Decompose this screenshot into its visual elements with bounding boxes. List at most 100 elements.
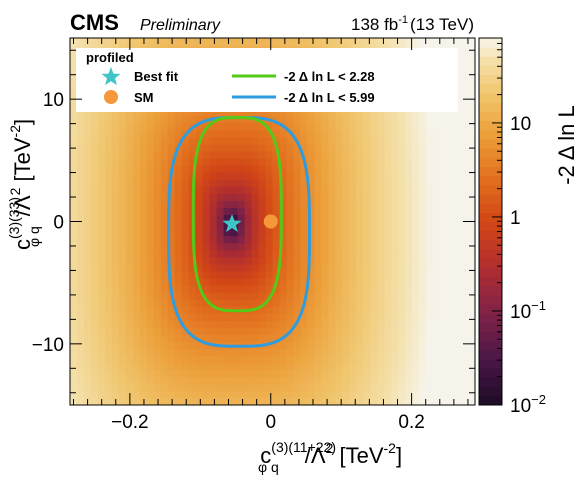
- heatmap-cell: [419, 200, 427, 208]
- heatmap-cell: [97, 299, 106, 307]
- heatmap-cell: [125, 383, 134, 392]
- heatmap-cell: [321, 299, 329, 307]
- heatmap-cell: [125, 348, 134, 357]
- heatmap-cell: [83, 179, 92, 187]
- heatmap-cell: [426, 143, 434, 152]
- heatmap-cell: [251, 327, 260, 336]
- heatmap-cell: [328, 270, 336, 279]
- heatmap-cell: [223, 136, 232, 145]
- heatmap-cell: [125, 299, 134, 307]
- heatmap-cell: [216, 348, 225, 357]
- heatmap-cell: [447, 277, 455, 286]
- heatmap-cell: [139, 193, 148, 201]
- heatmap-cell: [76, 179, 85, 187]
- heatmap-cell: [202, 397, 211, 405]
- heatmap-cell: [461, 242, 469, 251]
- heatmap-cell: [433, 277, 441, 286]
- heatmap-cell: [83, 306, 92, 314]
- heatmap-cell: [286, 341, 295, 350]
- heatmap-cell: [104, 122, 113, 131]
- heatmap-cell: [237, 157, 246, 166]
- colorbar-segment: [479, 157, 502, 167]
- heatmap-cell: [370, 277, 378, 286]
- heatmap-cell: [349, 256, 357, 265]
- heatmap-cell: [258, 362, 267, 371]
- heatmap-cell: [139, 228, 148, 237]
- heatmap-cell: [83, 277, 92, 286]
- heatmap-cell: [167, 355, 176, 364]
- heatmap-cell: [286, 235, 295, 244]
- heatmap-cell: [118, 228, 127, 237]
- heatmap-cell: [181, 376, 190, 385]
- heatmap-cell: [76, 334, 85, 343]
- heatmap-cell: [70, 292, 78, 300]
- heatmap-cell: [125, 327, 134, 336]
- heatmap-cell: [328, 143, 336, 152]
- heatmap-cell: [118, 122, 127, 131]
- heatmap-cell: [272, 200, 281, 208]
- heatmap-cell: [223, 348, 232, 357]
- heatmap-cell: [132, 165, 141, 173]
- heatmap-cell: [370, 108, 378, 117]
- heatmap-cell: [433, 327, 441, 336]
- heatmap-cell: [321, 228, 329, 237]
- heatmap-cell: [153, 292, 162, 300]
- heatmap-cell: [286, 214, 295, 223]
- heatmap-cell: [342, 383, 350, 392]
- heatmap-cell: [153, 327, 162, 336]
- heatmap-cell: [153, 249, 162, 258]
- heatmap-cell: [454, 207, 462, 216]
- heatmap-cell: [272, 369, 281, 378]
- heatmap-cell: [125, 157, 134, 166]
- heatmap-cell: [461, 397, 469, 405]
- heatmap-cell: [139, 390, 148, 399]
- heatmap-cell: [118, 285, 127, 293]
- heatmap-cell: [293, 376, 302, 385]
- heatmap-cell: [398, 249, 406, 258]
- heatmap-cell: [251, 362, 260, 371]
- heatmap-cell: [272, 376, 281, 385]
- heatmap-cell: [181, 306, 190, 314]
- heatmap-cell: [251, 38, 260, 46]
- heatmap-cell: [118, 38, 127, 46]
- heatmap-cell: [321, 313, 329, 321]
- heatmap-cell: [230, 383, 239, 392]
- heatmap-cell: [209, 228, 218, 237]
- heatmap-cell: [454, 172, 462, 180]
- heatmap-cell: [223, 108, 232, 117]
- heatmap-cell: [426, 249, 434, 258]
- heatmap-cell: [405, 341, 413, 350]
- heatmap-cell: [181, 221, 190, 230]
- heatmap-cell: [307, 38, 315, 46]
- heatmap-cell: [461, 136, 469, 145]
- heatmap-cell: [174, 362, 183, 371]
- heatmap-cell: [314, 165, 322, 173]
- heatmap-cell: [272, 397, 281, 405]
- heatmap-cell: [230, 200, 239, 208]
- heatmap-cell: [209, 292, 218, 300]
- heatmap-cell: [363, 299, 371, 307]
- heatmap-cell: [440, 235, 448, 244]
- heatmap-cell: [279, 320, 288, 328]
- colorbar-segment: [479, 203, 502, 213]
- heatmap-cell: [167, 228, 176, 237]
- heatmap-cell: [258, 299, 267, 307]
- heatmap-cell: [377, 376, 385, 385]
- colorbar-segment: [479, 221, 502, 232]
- heatmap-cell: [314, 397, 322, 405]
- heatmap-cell: [447, 249, 455, 258]
- heatmap-cell: [300, 207, 309, 216]
- heatmap-cell: [167, 256, 176, 265]
- heatmap-cell: [293, 150, 302, 159]
- heatmap-cell: [384, 179, 392, 187]
- heatmap-cell: [83, 256, 92, 265]
- heatmap-cell: [146, 292, 155, 300]
- heatmap-cell: [433, 207, 441, 216]
- heatmap-cell: [111, 129, 120, 138]
- heatmap-cell: [349, 115, 357, 124]
- heatmap-cell: [335, 242, 343, 251]
- heatmap-cell: [307, 129, 315, 138]
- heatmap-cell: [461, 186, 469, 194]
- legend-header: profiled: [86, 50, 134, 65]
- heatmap-cell: [454, 228, 462, 237]
